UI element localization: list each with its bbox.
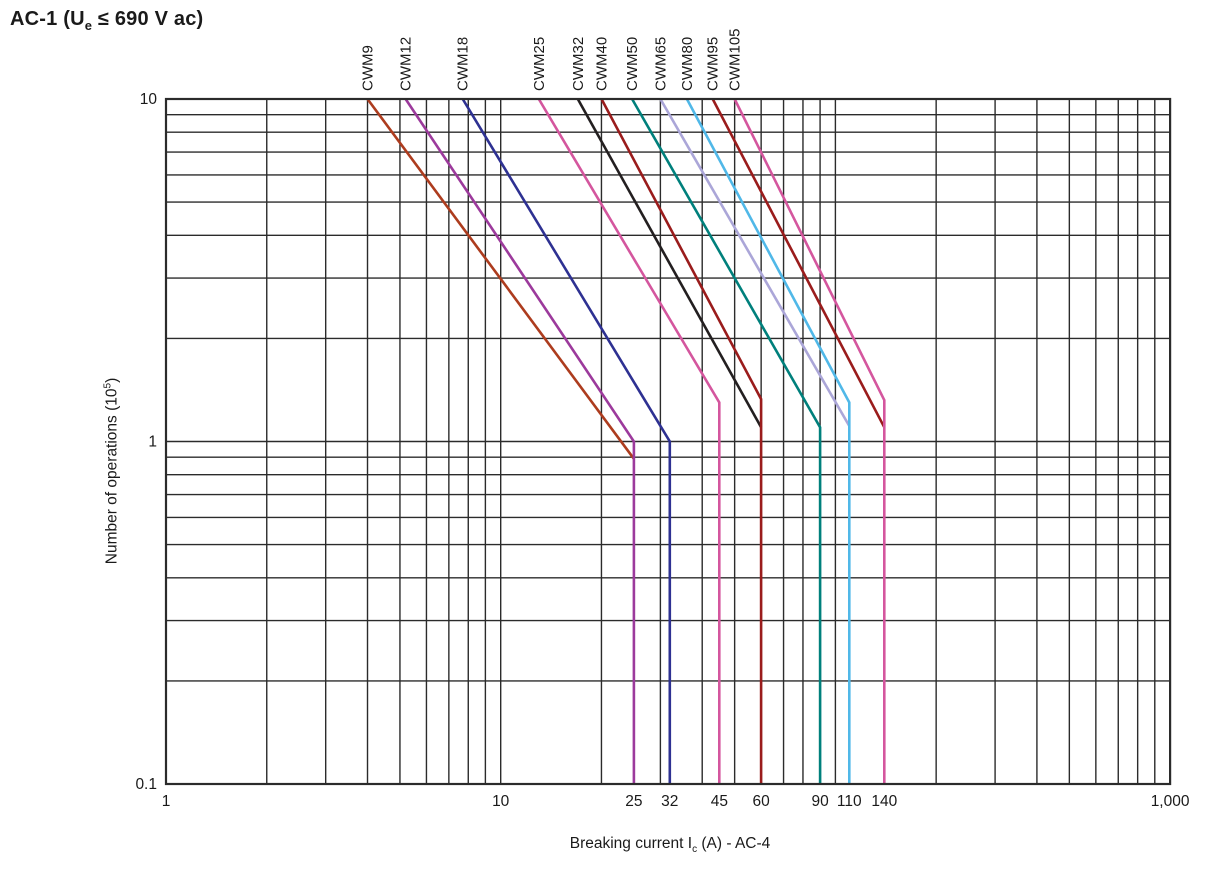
x-tick-110: 110 — [837, 793, 862, 810]
curve-label-CWM50: CWM50 — [624, 37, 641, 91]
curve-CWM50 — [630, 98, 822, 784]
curve-label-CWM65: CWM65 — [652, 37, 669, 91]
curve-label-CWM25: CWM25 — [531, 37, 548, 91]
curve-label-CWM80: CWM80 — [679, 37, 696, 91]
curve-CWM9 — [366, 98, 635, 460]
x-axis-label-rest: (A) - AC-4 — [697, 835, 771, 852]
curve-label-CWM95: CWM95 — [705, 37, 722, 91]
curve-CWM12 — [404, 98, 636, 784]
curve-label-CWM40: CWM40 — [593, 37, 610, 91]
curve-CWM25 — [537, 98, 721, 784]
chart-title-rest: ≤ 690 V ac) — [92, 8, 204, 30]
plot-frame — [164, 97, 1172, 786]
x-tick-1: 1 — [162, 793, 171, 810]
x-axis-label-subscript: c — [692, 844, 698, 855]
x-tick-90: 90 — [811, 793, 829, 810]
curve-label-CWM9: CWM9 — [360, 45, 377, 91]
curve-CWM32 — [576, 98, 763, 428]
curve-CWM65 — [659, 98, 851, 427]
x-axis-label: Breaking current Ic (A) - AC-4 — [570, 835, 771, 855]
grid-lines — [166, 99, 1171, 784]
curve-label-CWM105: CWM105 — [727, 28, 744, 91]
curve-labels: CWM9 CWM12 CWM18 CWM25 CWM32 CWM40 CWM50 CWM65 C… — [360, 28, 744, 91]
x-tick-32: 32 — [661, 793, 678, 810]
chart-title-subscript: e — [84, 18, 93, 33]
y-tick-0.1: 0.1 — [135, 776, 157, 793]
x-tick-45: 45 — [711, 793, 728, 810]
x-tick-25: 25 — [625, 793, 642, 810]
y-tick-10: 10 — [140, 91, 158, 108]
y-tick-labels: 10 1 0.1 — [135, 91, 157, 793]
x-tick-60: 60 — [753, 793, 771, 810]
curve-CWM18 — [461, 98, 672, 784]
chart-title: AC-1 (Ue ≤ 690 V ac) — [10, 8, 203, 33]
x-tick-10: 10 — [492, 793, 510, 810]
curve-label-CWM18: CWM18 — [455, 37, 472, 91]
y-tick-1: 1 — [148, 434, 157, 451]
x-axis-label-text: Breaking current I — [569, 835, 693, 852]
curves — [366, 98, 886, 784]
curve-CWM80 — [685, 98, 851, 784]
curve-CWM95 — [711, 98, 886, 428]
curve-label-CWM12: CWM12 — [398, 37, 415, 91]
x-tick-140: 140 — [871, 793, 897, 810]
curve-CWM105 — [733, 98, 886, 784]
x-tick-1,000: 1,000 — [1151, 793, 1190, 810]
x-tick-labels: 1 10 25 32 45 60 90 110 140 1,000 — [162, 793, 1190, 810]
curve-label-CWM32: CWM32 — [570, 37, 587, 91]
curve-CWM40 — [600, 98, 763, 784]
chart-title-text: AC-1 (U — [10, 8, 85, 30]
